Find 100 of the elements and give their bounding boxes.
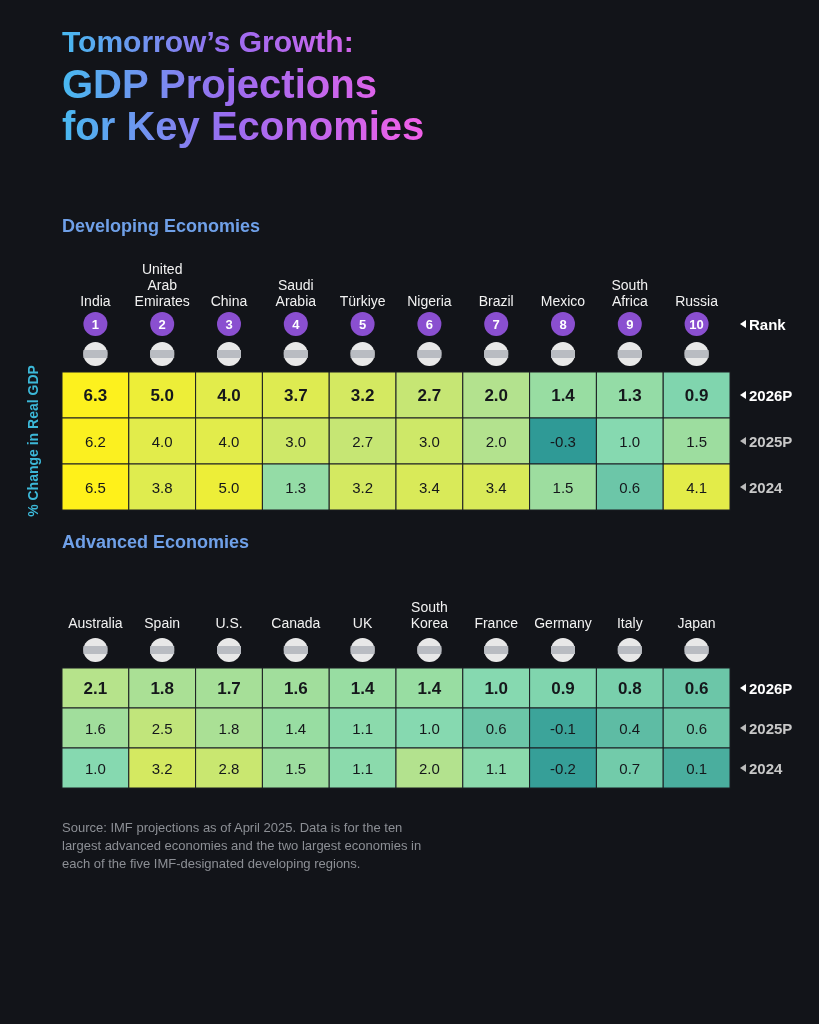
- data-label: 2.1: [83, 678, 108, 698]
- data-label: 0.7: [619, 759, 641, 777]
- source-note: Source: IMF projections as of April 2025. Data is for the ten largest advanced economies and the two largest economies in each of the five IMF-designated developing regions.: [62, 820, 422, 871]
- x-tick-label: South Korea: [410, 599, 449, 631]
- y-axis-title: % Change in Real GDP: [25, 365, 41, 517]
- data-label: 0.1: [686, 759, 708, 777]
- text: 1: [91, 316, 100, 332]
- text: 8: [559, 316, 567, 332]
- x-tick-label: Mexico: [540, 293, 586, 309]
- data-label: 3.4: [485, 478, 507, 496]
- data-label: 1.5: [285, 759, 307, 777]
- data-label: 4.1: [686, 478, 708, 496]
- x-tick-label: Germany: [534, 615, 592, 631]
- data-label: 4.0: [151, 432, 173, 450]
- chart-subtitle: Developing Economies: [62, 216, 261, 236]
- data-label: 1.0: [418, 719, 440, 737]
- y-tick-label: 2026P: [749, 386, 793, 404]
- data-label: 6.2: [84, 432, 106, 450]
- data-label: 1.1: [485, 759, 507, 777]
- data-label: 6.3: [83, 385, 108, 405]
- data-label: 2.7: [352, 432, 374, 450]
- text: 9: [626, 316, 634, 332]
- data-label: 3.0: [418, 432, 440, 450]
- data-label: 2.0: [484, 385, 509, 405]
- data-label: -0.1: [550, 719, 576, 737]
- text: 2: [158, 316, 166, 332]
- data-label: 1.4: [350, 678, 375, 698]
- data-label: 0.4: [619, 719, 641, 737]
- data-label: 0.6: [485, 719, 507, 737]
- data-label: 1.3: [285, 478, 307, 496]
- data-label: 1.5: [686, 432, 708, 450]
- data-label: 4.0: [218, 432, 240, 450]
- x-tick-label: Türkiye: [339, 293, 386, 309]
- x-tick-label: South Africa: [611, 277, 649, 309]
- data-label: -0.2: [550, 759, 576, 777]
- data-label: 0.6: [686, 719, 708, 737]
- data-label: 1.4: [551, 385, 576, 405]
- data-label: 0.9: [551, 678, 575, 698]
- data-label: 1.0: [84, 759, 106, 777]
- data-label: 3.4: [418, 478, 440, 496]
- data-label: 2.8: [218, 759, 240, 777]
- x-tick-label: U.S.: [215, 615, 243, 631]
- data-label: 3.2: [151, 759, 173, 777]
- data-label: 1.5: [552, 478, 574, 496]
- data-label: 0.6: [684, 678, 709, 698]
- x-tick-label: Nigeria: [407, 293, 452, 309]
- x-tick-label: Brazil: [478, 293, 514, 309]
- text: Rank: [749, 315, 787, 333]
- data-label: 4.0: [217, 385, 241, 405]
- x-tick-label: Saudi Arabia: [275, 277, 317, 309]
- data-label: 3.2: [352, 478, 374, 496]
- data-label: 1.0: [484, 678, 509, 698]
- data-label: 3.0: [285, 432, 307, 450]
- chart-title: Tomorrow’s Growth: GDP Projections for Key Economies: [62, 25, 425, 148]
- x-tick-label: China: [210, 293, 248, 309]
- x-tick-label: UK: [352, 615, 373, 631]
- x-tick-label: Italy: [616, 615, 643, 631]
- data-label: 5.0: [218, 478, 240, 496]
- data-label: 2.0: [418, 759, 440, 777]
- x-tick-label: France: [474, 615, 519, 631]
- y-tick-label: 2026P: [749, 679, 793, 697]
- text: 3: [225, 316, 233, 332]
- x-tick-label: United Arab Emirates: [134, 261, 190, 309]
- x-tick-label: India: [80, 293, 111, 309]
- data-label: 0.6: [619, 478, 641, 496]
- data-label: 0.9: [684, 385, 709, 405]
- y-tick-label: 2024: [749, 478, 784, 496]
- data-label: 1.7: [217, 678, 241, 698]
- data-label: 1.8: [218, 719, 240, 737]
- y-tick-label: 2025P: [749, 432, 793, 450]
- data-label: 1.3: [617, 385, 642, 405]
- chart-subtitle: Advanced Economies: [62, 532, 250, 552]
- data-label: 5.0: [150, 385, 175, 405]
- data-label: 3.7: [283, 385, 308, 405]
- data-label: 3.8: [151, 478, 173, 496]
- y-tick-label: 2024: [749, 759, 784, 777]
- data-label: 1.6: [84, 719, 106, 737]
- text: 5: [358, 316, 367, 332]
- data-label: 2.5: [151, 719, 173, 737]
- x-tick-label: Japan: [677, 615, 716, 631]
- data-label: 1.8: [150, 678, 175, 698]
- data-label: -0.3: [550, 432, 576, 450]
- x-tick-label: Australia: [68, 615, 123, 631]
- data-label: 1.1: [352, 719, 374, 737]
- x-tick-label: Canada: [271, 615, 321, 631]
- data-label: 1.1: [352, 759, 374, 777]
- data-label: 0.8: [617, 678, 642, 698]
- data-label: 3.2: [350, 385, 375, 405]
- data-label: 1.4: [417, 678, 442, 698]
- data-label: 2.7: [417, 385, 442, 405]
- text: 6: [425, 316, 434, 332]
- text: 4: [292, 316, 301, 332]
- text: 10: [689, 316, 704, 332]
- data-label: 1.4: [285, 719, 307, 737]
- data-label: 1.0: [619, 432, 641, 450]
- data-label: 2.0: [485, 432, 507, 450]
- x-tick-label: Russia: [675, 293, 719, 309]
- text: 7: [492, 316, 500, 332]
- data-label: 1.6: [283, 678, 308, 698]
- y-tick-label: 2025P: [749, 719, 793, 737]
